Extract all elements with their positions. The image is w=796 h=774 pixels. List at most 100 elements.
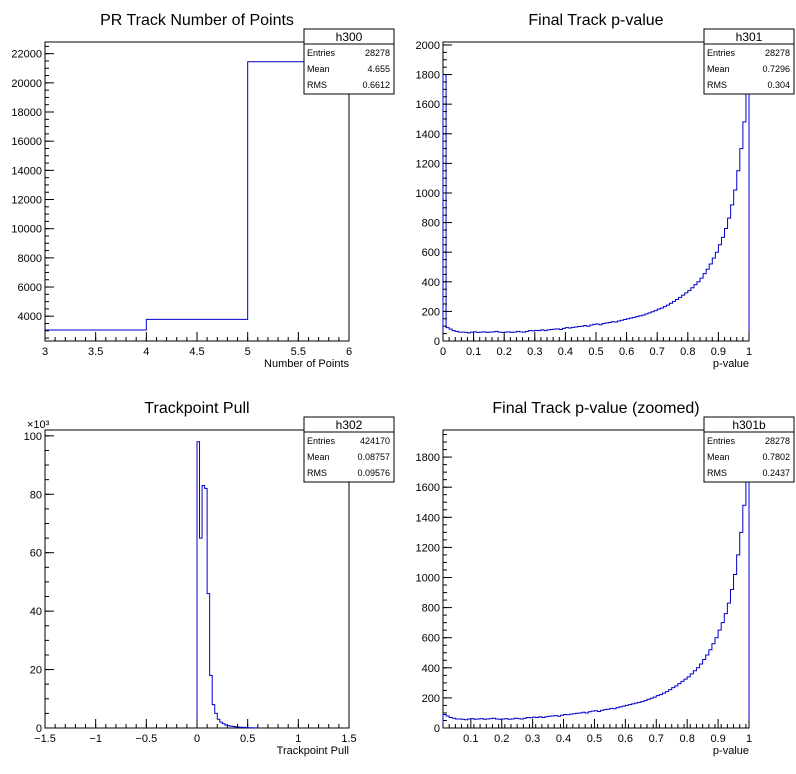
y-tick-label: 2000 xyxy=(416,40,440,52)
y-tick-label: 1000 xyxy=(416,188,440,200)
plot-frame xyxy=(442,41,750,342)
stats-value: 28278 xyxy=(365,48,390,58)
chart-title: Trackpoint Pull xyxy=(144,400,249,417)
stats-box-frame xyxy=(703,416,795,483)
y-tick-label: 0 xyxy=(434,336,440,348)
stats-value: 0.7802 xyxy=(762,452,790,462)
stats-value: 0.08757 xyxy=(357,452,390,462)
x-tick-label: 1.5 xyxy=(341,733,356,745)
x-tick-label: −0.5 xyxy=(135,733,157,745)
y-tick-label: 1800 xyxy=(416,452,440,464)
stats-label: Entries xyxy=(307,436,336,446)
x-tick-label: 0 xyxy=(440,346,446,358)
stats-value: 0.2437 xyxy=(762,468,790,478)
y-tick-label: 600 xyxy=(422,633,440,645)
stats-label: Mean xyxy=(707,64,730,74)
y-tick-label: 10000 xyxy=(11,224,42,236)
y-tick-label: 4000 xyxy=(18,311,42,323)
stats-box-frame xyxy=(303,28,395,95)
stats-value: 28278 xyxy=(765,48,790,58)
stats-label: Mean xyxy=(707,452,730,462)
x-axis-label: p-value xyxy=(713,745,749,757)
y-tick-label: 80 xyxy=(30,489,42,501)
stats-box: h301b Entries 28278 Mean 0.7802 RMS 0.2437 xyxy=(703,416,795,483)
y-tick-label: 1600 xyxy=(416,482,440,494)
x-tick-label: 0.4 xyxy=(556,733,571,745)
y-tick-label: 16000 xyxy=(11,136,42,148)
x-tick-label: 3.5 xyxy=(88,346,103,358)
chart-title: PR Track Number of Points xyxy=(100,12,294,29)
x-tick-label: 0.9 xyxy=(710,733,725,745)
y-tick-label: 200 xyxy=(422,306,440,318)
y-tick-label: 600 xyxy=(422,247,440,259)
stats-value: 4.655 xyxy=(367,64,390,74)
x-tick-label: 0 xyxy=(194,733,200,745)
y-tick-label: 0 xyxy=(36,723,42,735)
histogram-series xyxy=(442,464,750,728)
stats-value: 0.6612 xyxy=(362,80,390,90)
y-tick-label: 1200 xyxy=(416,158,440,170)
x-tick-label: 4.5 xyxy=(189,346,204,358)
stats-label: Mean xyxy=(307,64,330,74)
x-tick-label: 0.9 xyxy=(711,346,726,358)
stats-label: Entries xyxy=(707,48,736,58)
y-tick-label: 14000 xyxy=(11,165,42,177)
stats-value: 0.7296 xyxy=(762,64,790,74)
x-tick-label: 0.4 xyxy=(558,346,573,358)
stats-histogram-name: h300 xyxy=(336,30,363,44)
stats-value: 424170 xyxy=(360,436,390,446)
x-tick-label: 0.5 xyxy=(240,733,255,745)
y-tick-label: 22000 xyxy=(11,49,42,61)
x-tick-label: 0.7 xyxy=(650,346,665,358)
y-tick-label: 1400 xyxy=(416,512,440,524)
x-tick-label: 0.8 xyxy=(680,346,695,358)
stats-value: 0.09576 xyxy=(357,468,390,478)
y-tick-label: 1200 xyxy=(416,542,440,554)
x-tick-label: 1 xyxy=(746,346,752,358)
y-tick-label: 200 xyxy=(422,693,440,705)
stats-label: RMS xyxy=(707,468,727,478)
x-tick-label: −1 xyxy=(89,733,102,745)
x-tick-label: 0.8 xyxy=(680,733,695,745)
x-tick-label: 1 xyxy=(295,733,301,745)
stats-value: 28278 xyxy=(765,436,790,446)
stats-box-frame xyxy=(303,416,395,483)
x-tick-label: −1.5 xyxy=(34,733,56,745)
x-axis-label: Number of Points xyxy=(264,358,349,370)
y-tick-label: 1000 xyxy=(416,572,440,584)
plot-frame xyxy=(44,41,350,342)
x-tick-label: 6 xyxy=(346,346,352,358)
x-tick-label: 0.2 xyxy=(494,733,509,745)
plot-frame xyxy=(442,429,750,729)
pad-4: Final Track p-value (zoomed) 0.1 0.2 0.3 0.4… xyxy=(416,400,795,757)
stats-label: Entries xyxy=(307,48,336,58)
y-tick-label: 1400 xyxy=(416,129,440,141)
y-tick-label: 1800 xyxy=(416,70,440,82)
x-tick-label: 0.3 xyxy=(525,733,540,745)
y-tick-label: 400 xyxy=(422,277,440,289)
y-tick-label: 0 xyxy=(434,723,440,735)
stats-label: RMS xyxy=(307,468,327,478)
stats-label: RMS xyxy=(707,80,727,90)
stats-histogram-name: h301 xyxy=(736,30,763,44)
y-tick-label: 12000 xyxy=(11,195,42,207)
y-tick-label: 800 xyxy=(422,603,440,615)
pad-2: Final Track p-value 0 0.1 0.2 0.3 0.4 0.5 0.6 0.… xyxy=(416,12,795,370)
x-tick-label: 3 xyxy=(42,346,48,358)
x-tick-label: 0.7 xyxy=(649,733,664,745)
x-axis-label: p-value xyxy=(713,358,749,370)
x-tick-label: 0.6 xyxy=(618,733,633,745)
y-tick-label: 400 xyxy=(422,663,440,675)
y-tick-label: 20000 xyxy=(11,78,42,90)
histogram-series xyxy=(45,61,349,331)
x-tick-label: 0.2 xyxy=(497,346,512,358)
x-tick-label: 0.6 xyxy=(619,346,634,358)
x-tick-label: 5.5 xyxy=(291,346,306,358)
histogram-series xyxy=(442,74,750,341)
y-tick-label: 8000 xyxy=(18,253,42,265)
x-tick-label: 5 xyxy=(245,346,251,358)
